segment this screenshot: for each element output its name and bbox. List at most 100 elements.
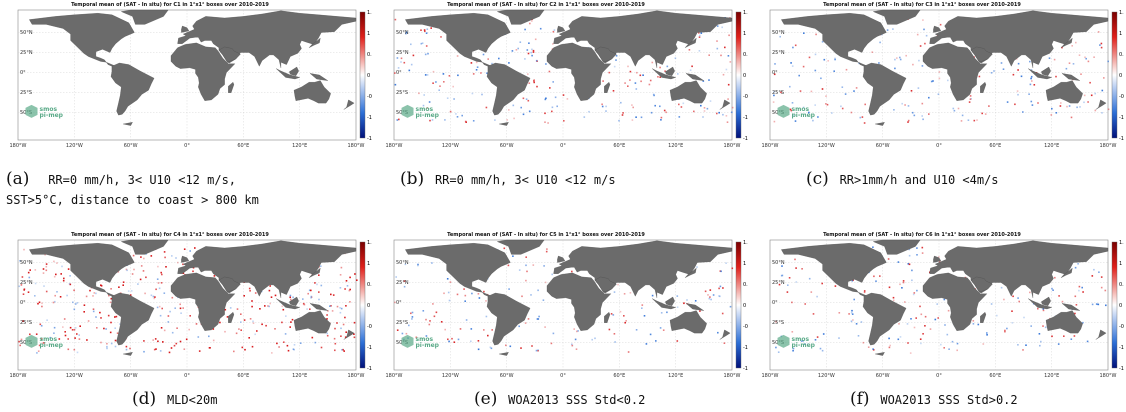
anomaly-cell <box>509 345 512 348</box>
anomaly-cell <box>417 263 419 266</box>
land-africa <box>170 272 236 331</box>
colorbar-tick-label: -1 <box>367 345 372 351</box>
anomaly-cell <box>1003 298 1005 301</box>
anomaly-cell <box>904 104 906 106</box>
land-borneo <box>1041 296 1051 306</box>
anomaly-cell <box>802 106 805 109</box>
anomaly-cell <box>405 332 408 335</box>
anomaly-cell <box>176 327 178 329</box>
anomaly-cell <box>707 294 709 296</box>
anomaly-cell <box>268 289 271 292</box>
anomaly-cell <box>508 109 510 111</box>
anomaly-cell <box>110 297 113 300</box>
anomaly-cell <box>913 114 916 117</box>
anomaly-cell <box>977 323 980 326</box>
anomaly-cell <box>428 323 431 326</box>
anomaly-cell <box>888 286 891 289</box>
anomaly-cell <box>917 87 920 89</box>
anomaly-cell <box>457 74 459 77</box>
anomaly-cell <box>23 288 26 290</box>
anomaly-cell <box>425 32 428 34</box>
anomaly-cell <box>1053 58 1056 61</box>
anomaly-cell <box>899 56 901 59</box>
land-africa <box>922 272 988 331</box>
anomaly-cell <box>986 334 988 336</box>
anomaly-cell <box>727 55 730 57</box>
anomaly-cell <box>791 331 794 333</box>
anomaly-cell <box>421 42 424 44</box>
lon-tick-label: 180°W <box>386 143 403 149</box>
anomaly-cell <box>428 101 431 103</box>
anomaly-cell <box>821 349 824 352</box>
anomaly-cell <box>801 268 803 270</box>
anomaly-cell <box>158 305 161 308</box>
anomaly-cell <box>125 348 128 351</box>
anomaly-cell <box>807 343 809 345</box>
colorbar-tick-label: 1 <box>743 261 746 267</box>
anomaly-cell <box>56 262 58 264</box>
anomaly-cell <box>114 316 116 318</box>
anomaly-cell <box>952 107 955 110</box>
anomaly-cell <box>853 298 855 301</box>
anomaly-cell <box>183 248 186 250</box>
anomaly-cell <box>339 287 342 289</box>
caption-label: (d) <box>132 389 157 409</box>
anomaly-cell <box>922 333 924 335</box>
anomaly-cell <box>892 299 895 302</box>
anomaly-cell <box>508 62 510 64</box>
anomaly-cell <box>538 315 540 318</box>
anomaly-cell <box>787 284 789 286</box>
anomaly-cell <box>676 295 679 297</box>
anomaly-cell <box>240 321 242 323</box>
anomaly-cell <box>73 308 76 311</box>
lat-tick-label: 0° <box>772 70 778 76</box>
anomaly-cell <box>1070 116 1073 119</box>
anomaly-cell <box>341 349 343 351</box>
anomaly-cell <box>129 294 132 296</box>
anomaly-cell <box>657 76 659 78</box>
anomaly-cell <box>133 268 135 271</box>
land-australia <box>669 80 707 104</box>
anomaly-cell <box>22 293 25 295</box>
anomaly-cell <box>731 111 733 114</box>
anomaly-cell <box>693 110 695 113</box>
colorbar-tick-label: 1.5 <box>743 240 748 246</box>
anomaly-cell <box>938 256 940 258</box>
anomaly-cell <box>961 114 964 117</box>
anomaly-cell <box>622 112 624 114</box>
anomaly-cell <box>583 116 586 118</box>
anomaly-cell <box>143 350 145 353</box>
anomaly-cell <box>276 342 278 345</box>
anomaly-cell <box>192 270 194 273</box>
anomaly-cell <box>973 119 976 122</box>
land-arabia <box>218 46 241 63</box>
anomaly-cell <box>418 92 420 95</box>
anomaly-cell <box>678 116 681 118</box>
anomaly-cell <box>825 95 827 97</box>
anomaly-cell <box>912 293 915 296</box>
anomaly-cell <box>649 333 652 336</box>
anomaly-cell <box>464 294 467 297</box>
anomaly-cell <box>511 50 514 52</box>
anomaly-cell <box>1058 295 1060 297</box>
anomaly-cell <box>163 251 166 253</box>
lon-tick-label: 180°W <box>348 143 365 149</box>
caption-a: (a) RR=0 mm/h, 3< U10 <12 m/s, SST>5°C, … <box>6 170 374 210</box>
anomaly-cell <box>779 35 781 38</box>
anomaly-cell <box>422 310 425 312</box>
anomaly-cell <box>39 323 42 326</box>
lon-tick-label: 180°W <box>724 373 741 379</box>
anomaly-cell <box>167 321 170 323</box>
anomaly-cell <box>345 280 348 282</box>
lat-tick-label: 25°S <box>772 320 784 326</box>
anomaly-cell <box>424 30 426 32</box>
land-south-america <box>110 292 155 346</box>
anomaly-cell <box>576 330 578 333</box>
land-north-america <box>405 243 511 297</box>
anomaly-cell <box>1006 327 1008 330</box>
anomaly-cell <box>394 18 397 21</box>
anomaly-cell <box>157 265 159 268</box>
anomaly-cell <box>528 42 530 44</box>
anomaly-cell <box>552 81 554 83</box>
anomaly-cell <box>27 291 30 293</box>
